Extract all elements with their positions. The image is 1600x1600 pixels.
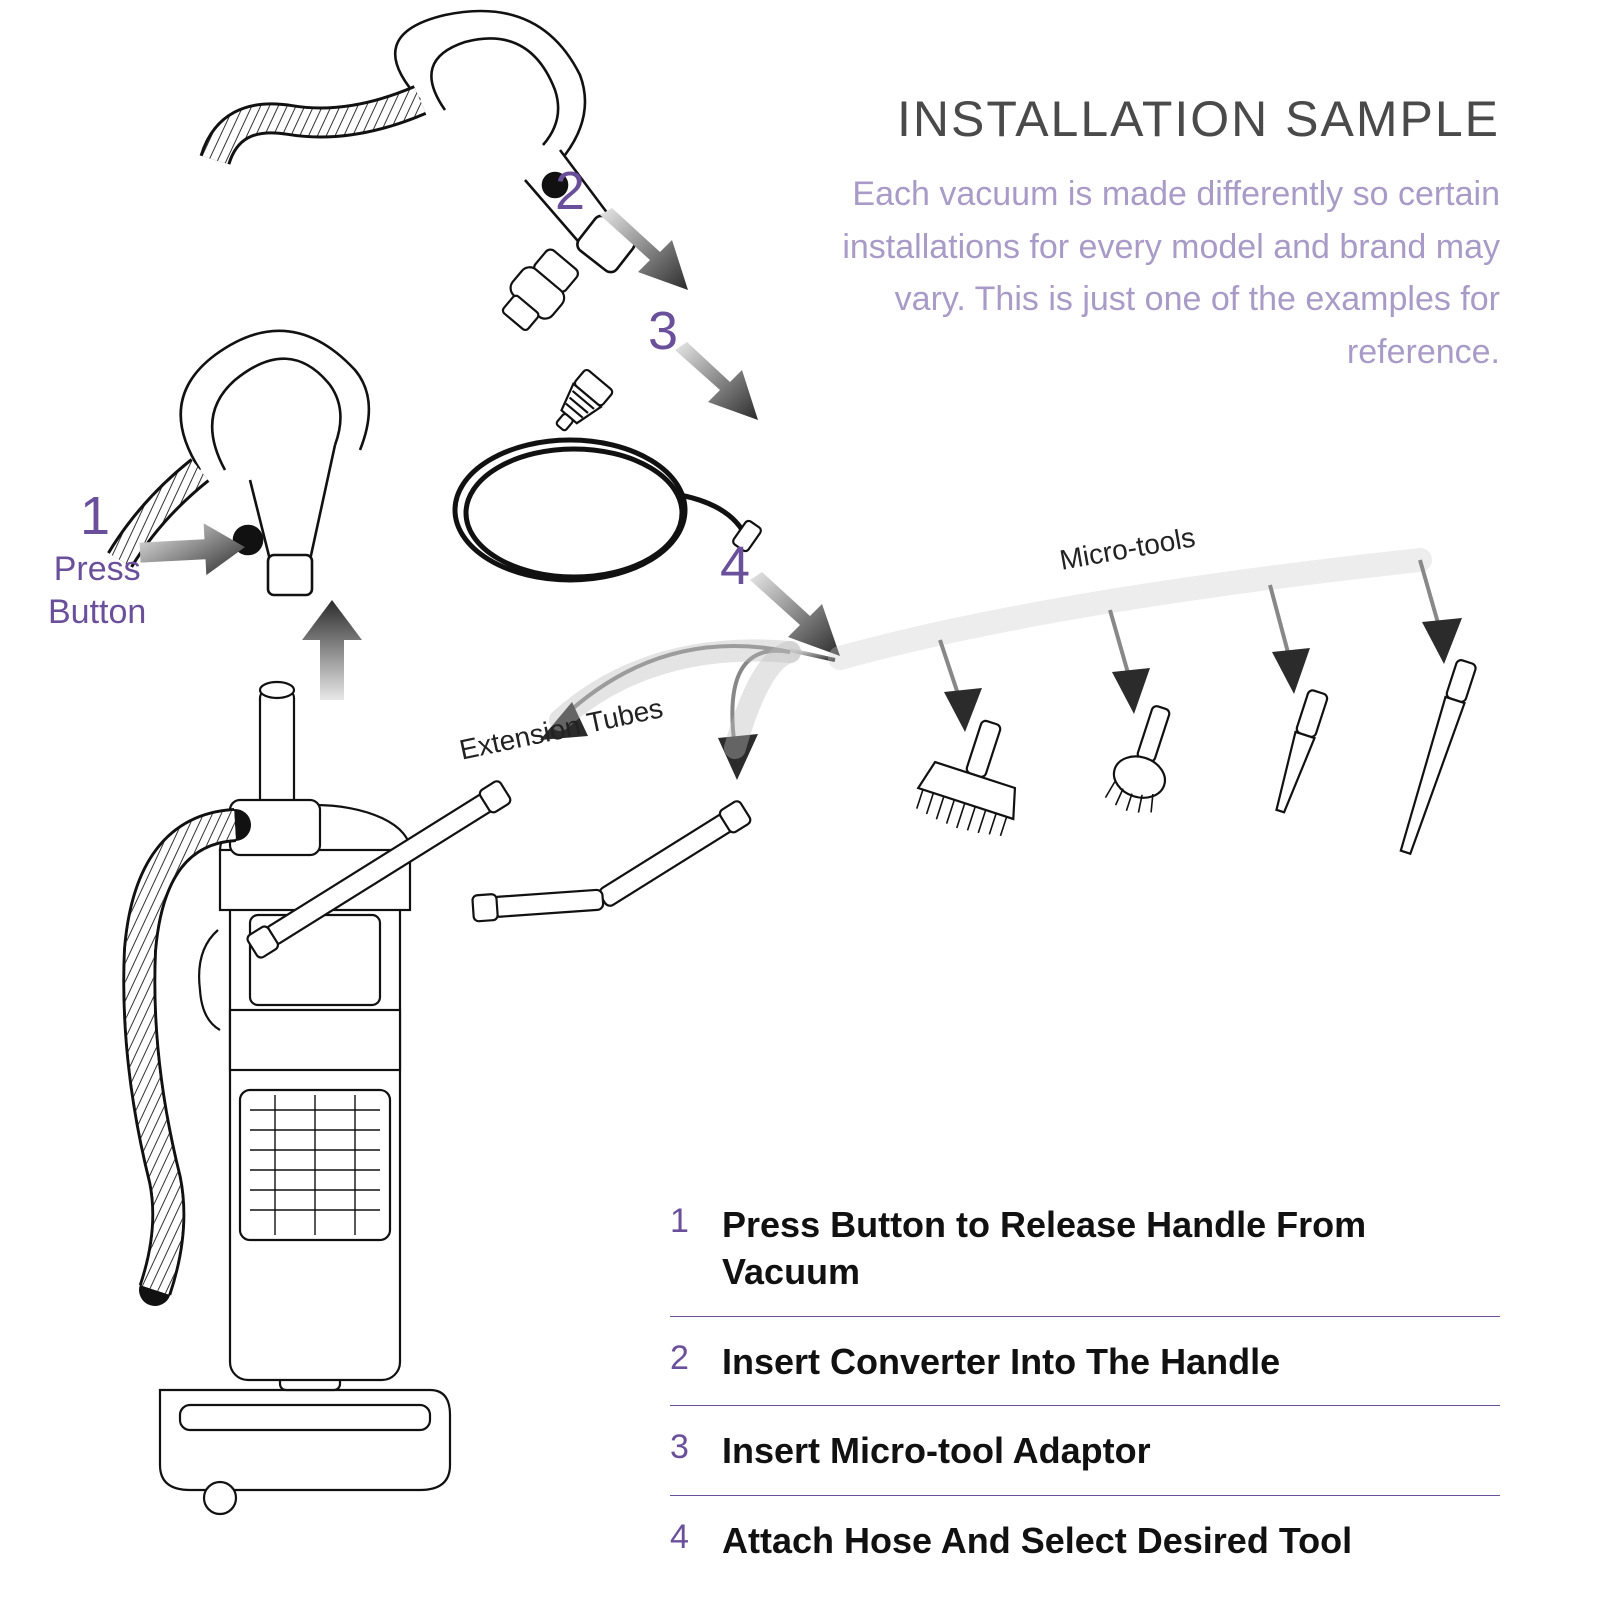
instruction-text: Insert Micro-tool Adaptor: [722, 1428, 1151, 1475]
instruction-text: Attach Hose And Select Desired Tool: [722, 1518, 1352, 1565]
adaptor-icon: [546, 368, 613, 439]
microtool-arrow-4-icon: [1420, 560, 1462, 664]
micro-hose-icon: [455, 440, 762, 580]
extension-tube-bent-icon: [462, 749, 752, 975]
microtool-arrow-3-icon: [1270, 585, 1310, 694]
instruction-list: 1 Press Button to Release Handle From Va…: [670, 1180, 1500, 1585]
step3-arrow-icon: [675, 342, 758, 420]
instruction-text: Insert Converter Into The Handle: [722, 1339, 1280, 1386]
detached-handle-icon: [215, 11, 638, 275]
converter-icon: [494, 243, 585, 338]
instruction-row: 2 Insert Converter Into The Handle: [670, 1316, 1500, 1406]
microtool-roundbrush-icon: [1104, 700, 1187, 820]
vacuum-body-icon: [160, 682, 450, 1514]
diagram-canvas: INSTALLATION SAMPLE Each vacuum is made …: [0, 0, 1600, 1600]
instruction-text: Press Button to Release Handle From Vacu…: [722, 1202, 1500, 1296]
instruction-number: 2: [670, 1339, 722, 1378]
instruction-number: 1: [670, 1202, 722, 1241]
instruction-row: 4 Attach Hose And Select Desired Tool: [670, 1495, 1500, 1585]
instruction-row: 3 Insert Micro-tool Adaptor: [670, 1405, 1500, 1495]
release-up-arrow-icon: [302, 600, 362, 700]
step-number-2: 2: [555, 160, 585, 222]
press-button-label: Press Button: [48, 548, 146, 633]
instruction-number: 4: [670, 1518, 722, 1557]
step-number-4: 4: [720, 535, 750, 597]
microtool-flatbrush-icon: [910, 707, 1039, 843]
microtool-crevice-long-icon: [1396, 659, 1477, 855]
instruction-row: 1 Press Button to Release Handle From Va…: [670, 1180, 1500, 1316]
microtool-arrow-2-icon: [1110, 610, 1150, 714]
microtool-crevice-short-icon: [1271, 689, 1329, 814]
microtool-arrow-1-icon: [940, 640, 982, 732]
instruction-number: 3: [670, 1428, 722, 1467]
step-number-1: 1: [80, 485, 110, 547]
step-number-3: 3: [648, 300, 678, 362]
